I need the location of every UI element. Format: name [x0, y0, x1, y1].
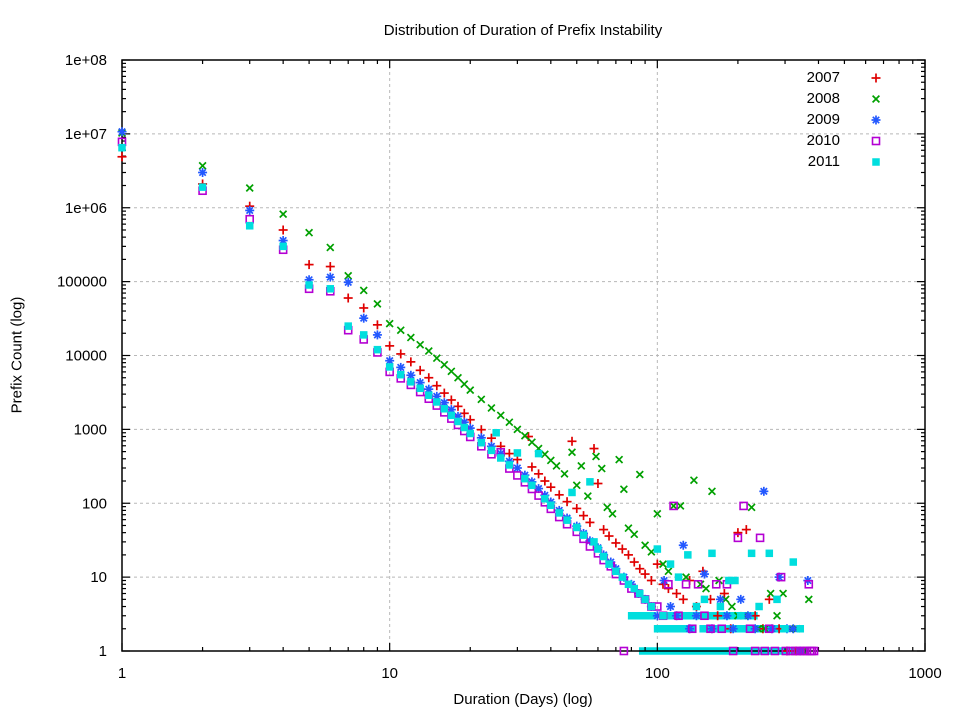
x-tick-label: 1000 [908, 665, 941, 682]
y-tick-label: 1e+08 [65, 52, 107, 69]
y-tick-label: 1e+07 [65, 126, 107, 143]
legend-item-2009: 2009 [782, 109, 912, 130]
legend-item-2011: 2011 [782, 151, 912, 172]
series-2008 [117, 128, 813, 656]
x-tick-label: 1 [118, 665, 126, 682]
series-2011 [118, 143, 805, 633]
legend-label: 2009 [806, 111, 840, 128]
legend-label: 2008 [806, 90, 840, 107]
legend-marker-asterisk-icon [840, 111, 912, 129]
x-axis-label: Duration (Days) (log) [453, 691, 593, 708]
legend-marker-square-open-icon [840, 132, 912, 150]
legend-item-2007: 2007 [782, 67, 912, 88]
legend: 2007 2008 2009 2010 2011 [782, 67, 912, 172]
legend-item-2008: 2008 [782, 88, 912, 109]
x-tick-label: 100 [645, 665, 670, 682]
legend-marker-square-filled-icon [840, 153, 912, 171]
y-tick-label: 1000 [74, 421, 107, 438]
series-2009 [117, 127, 813, 656]
legend-label: 2007 [806, 69, 840, 86]
y-tick-label: 100000 [57, 274, 107, 291]
legend-marker-plus-icon [840, 69, 912, 87]
legend-label: 2011 [807, 153, 840, 170]
y-tick-label: 1 [99, 643, 107, 660]
y-tick-label: 10 [90, 569, 107, 586]
y-axis-label: Prefix Count (log) [8, 296, 26, 414]
x-tick-label: 10 [381, 665, 398, 682]
dense-run-2011 [653, 625, 697, 633]
y-tick-label: 10000 [65, 348, 107, 365]
dense-run-2011 [627, 612, 657, 620]
y-tick-label: 100 [82, 495, 107, 512]
legend-label: 2010 [806, 132, 840, 149]
dense-run-2011 [659, 612, 722, 620]
y-tick-label: 1e+06 [65, 200, 107, 217]
legend-item-2010: 2010 [782, 130, 912, 151]
legend-marker-cross-icon [840, 90, 912, 108]
chart-title: Distribution of Duration of Prefix Insta… [383, 22, 663, 39]
